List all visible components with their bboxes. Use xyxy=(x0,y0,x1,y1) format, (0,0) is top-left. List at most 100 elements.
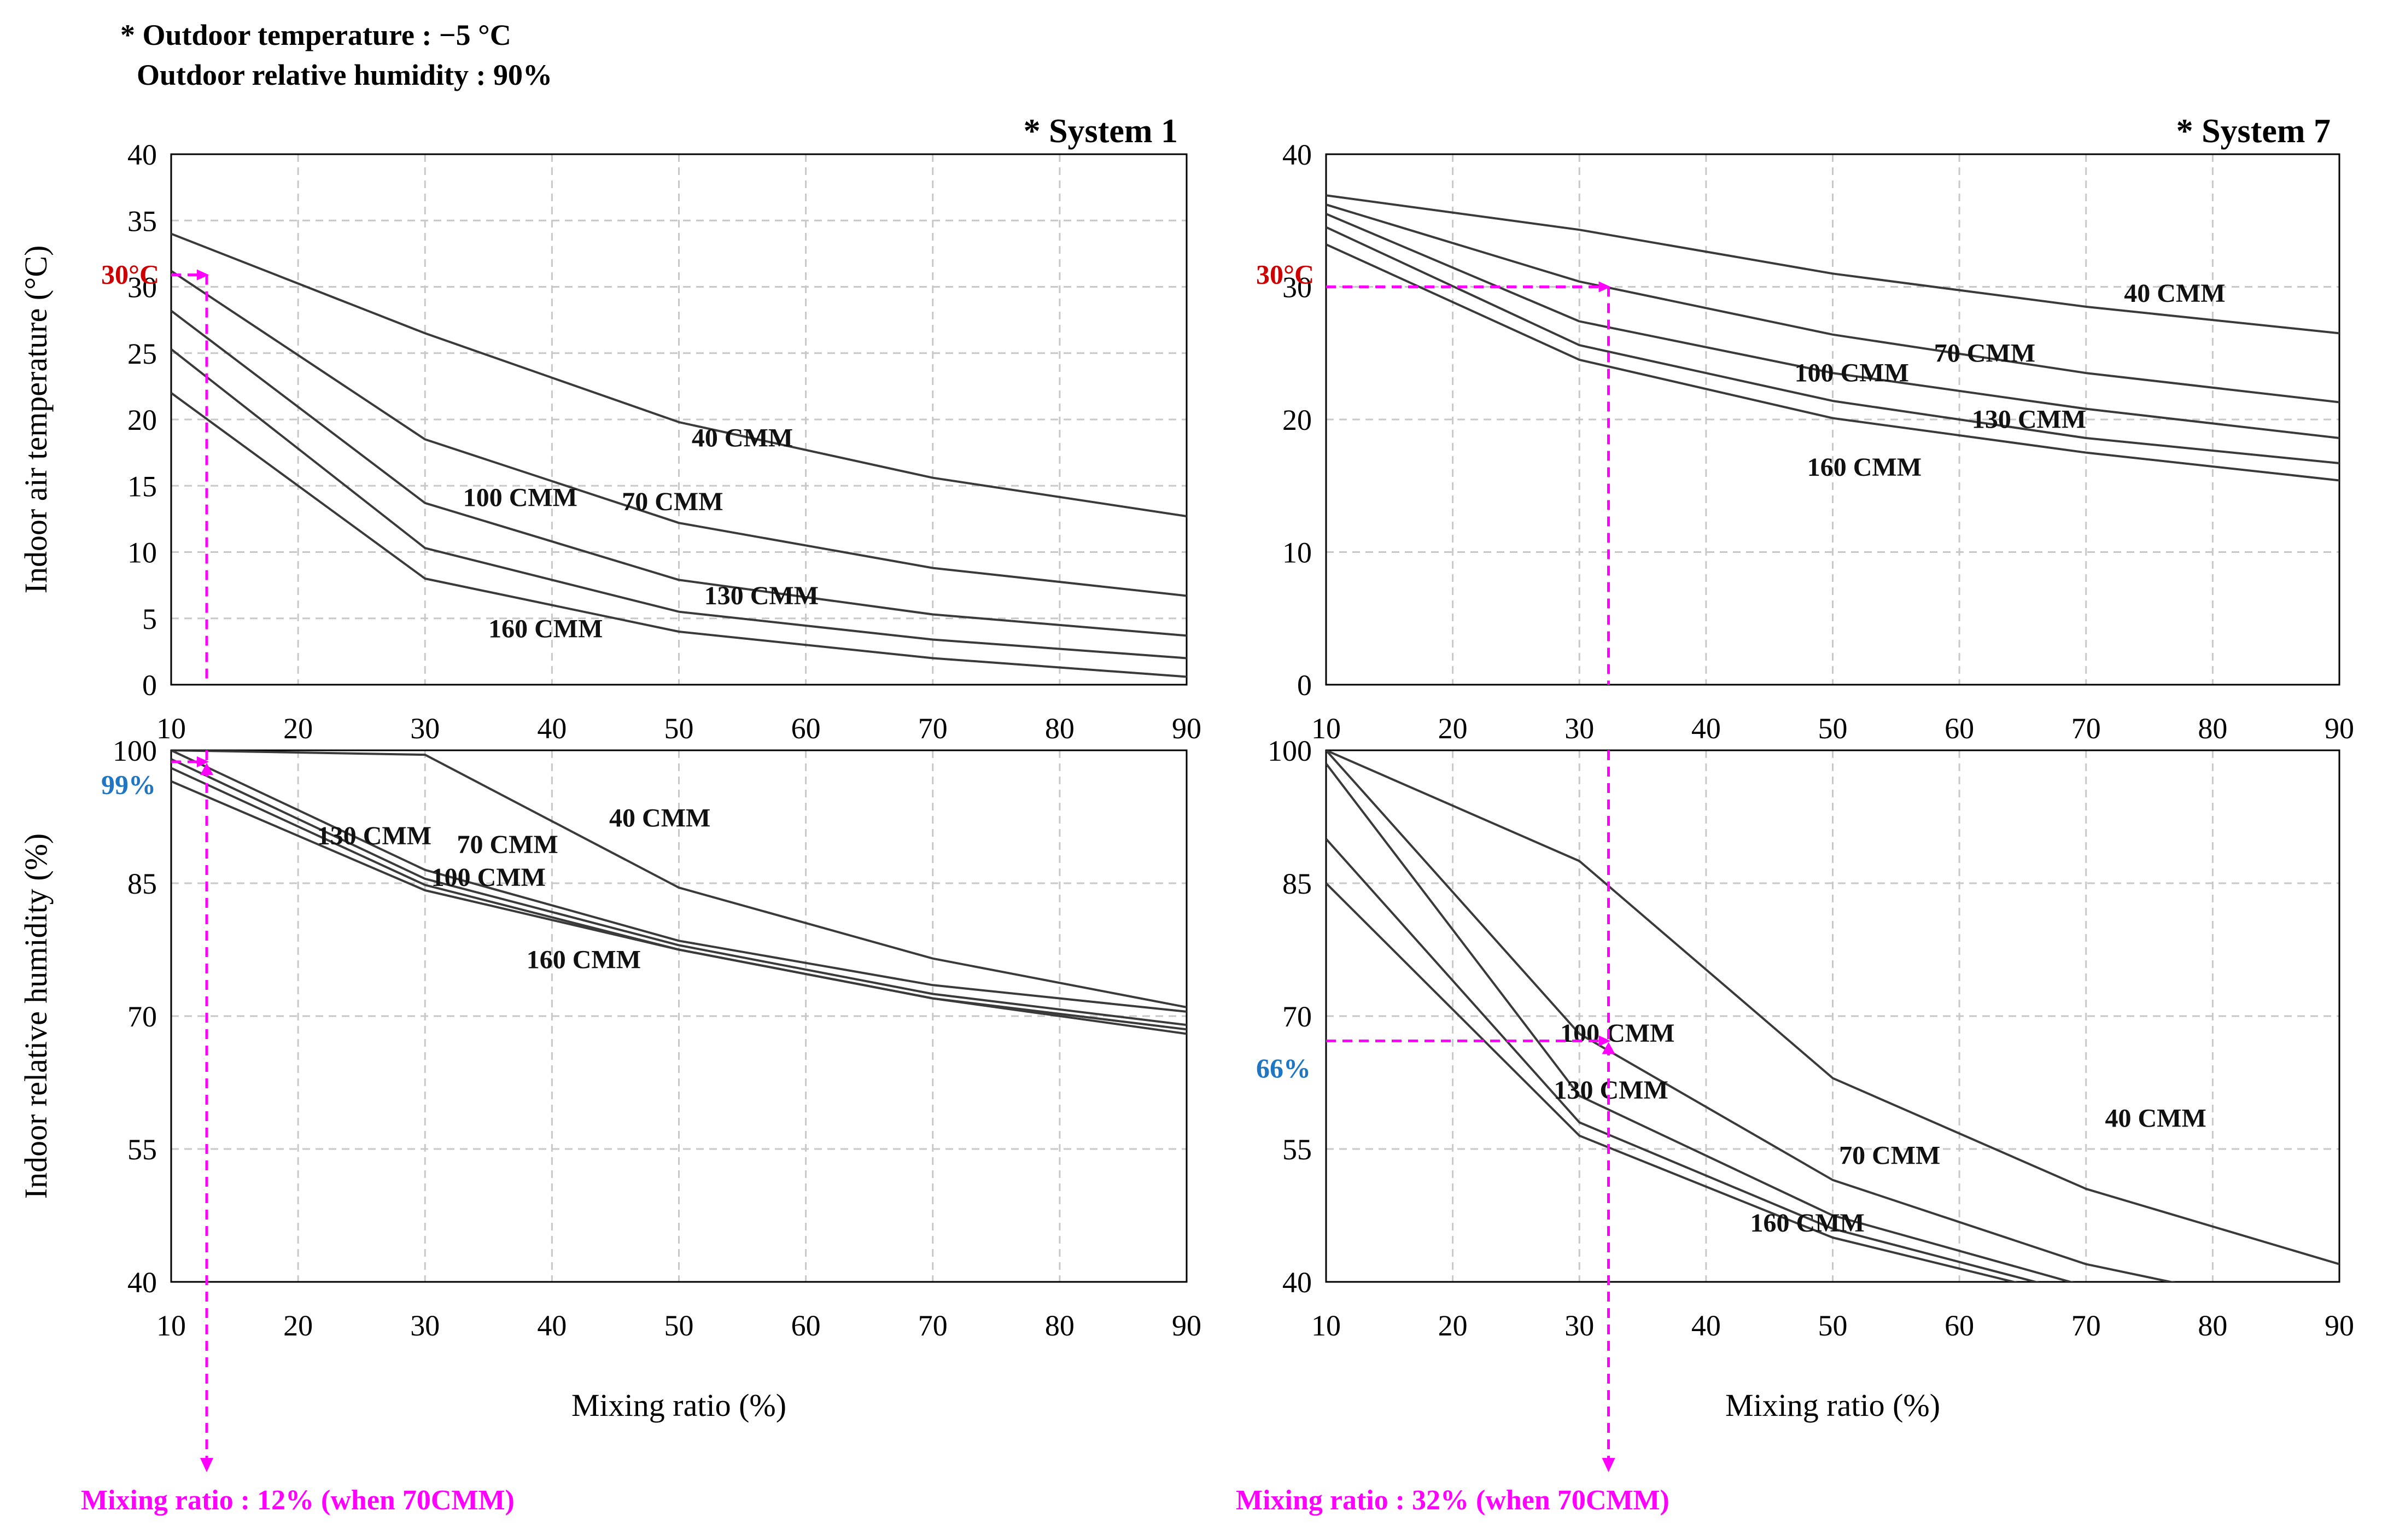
series-label-70-cmm: 70 CMM xyxy=(457,830,558,859)
guide-arrows xyxy=(1326,281,1611,685)
x-tick-label: 30 xyxy=(410,1309,440,1342)
series-line-130-cmm xyxy=(1326,838,2040,1282)
y-tick-label: 100 xyxy=(113,734,157,767)
y-tick-label: 40 xyxy=(127,1266,157,1299)
y-tick-label: 70 xyxy=(127,1000,157,1033)
x-tick-label: 90 xyxy=(2325,1309,2354,1342)
series-line-100-cmm xyxy=(171,758,1187,1026)
series-line-160-cmm xyxy=(1326,882,2018,1282)
y-tick-label: 70 xyxy=(1282,1000,1312,1033)
series-line-160-cmm xyxy=(1326,243,2339,482)
figure-header: * Outdoor temperature : −5 °C Outdoor re… xyxy=(120,19,552,91)
series-label-160-cmm: 160 CMM xyxy=(488,615,603,644)
y-tick-label: 85 xyxy=(127,867,157,900)
x-tick-label: 50 xyxy=(1818,1309,1848,1342)
x-tick-label: 40 xyxy=(1691,712,1721,745)
series-label-100-cmm: 100 CMM xyxy=(463,483,577,512)
x-axis-label: Mixing ratio (%) xyxy=(571,1387,786,1423)
y-tick-label: 0 xyxy=(142,669,157,702)
series-label-70-cmm: 70 CMM xyxy=(1839,1141,1940,1170)
value-annotation: 66% xyxy=(1256,1053,1311,1083)
series-label-100-cmm: 100 CMM xyxy=(431,863,546,892)
series-label-160-cmm: 160 CMM xyxy=(1807,453,1922,482)
x-tick-label: 70 xyxy=(918,712,948,745)
y-axis-label: Indoor relative humidity (%) xyxy=(18,833,54,1199)
x-tick-label: 90 xyxy=(1172,1309,1201,1342)
series-label-70-cmm: 70 CMM xyxy=(1934,339,2035,368)
series-line-160-cmm xyxy=(171,392,1187,678)
x-tick-label: 80 xyxy=(1045,1309,1075,1342)
y-tick-label: 0 xyxy=(1297,669,1312,702)
x-tick-label: 40 xyxy=(537,1309,567,1342)
series-line-70-cmm xyxy=(1326,203,2339,404)
plot-frame xyxy=(1325,153,2340,686)
guide-arrowhead xyxy=(1598,1035,1611,1047)
x-tick-label: 60 xyxy=(1945,712,1974,745)
series-label-40-cmm: 40 CMM xyxy=(609,804,710,833)
outdoor-temperature-note: * Outdoor temperature : −5 °C xyxy=(120,19,511,51)
panel-s1_rh: 40 55 70 85 100 10 20 30 40 50 60 70 80 90 40 CMM 70 CM… xyxy=(18,734,1201,1516)
y-tick-label: 55 xyxy=(127,1133,157,1166)
x-tick-label: 30 xyxy=(410,712,440,745)
series-label-40-cmm: 40 CMM xyxy=(2124,279,2225,308)
series-lines xyxy=(171,750,1187,1035)
x-axis-label: Mixing ratio (%) xyxy=(1725,1387,1940,1423)
x-tick-label: 60 xyxy=(791,1309,821,1342)
y-tick-label: 25 xyxy=(127,337,157,370)
y-tick-label: 10 xyxy=(127,536,157,569)
series-label-100-cmm: 100 CMM xyxy=(1795,359,1909,388)
guide-arrowhead xyxy=(196,269,209,281)
guide-arrowhead xyxy=(1598,281,1611,293)
guide-arrowhead-up xyxy=(1602,1042,1615,1054)
guide-arrowhead-down xyxy=(200,1458,213,1472)
plot-frame xyxy=(170,749,1188,1283)
y-tick-label: 15 xyxy=(127,470,157,503)
x-tick-label: 10 xyxy=(156,1309,186,1342)
y-tick-label: 40 xyxy=(1282,138,1312,171)
x-tick-label: 50 xyxy=(664,1309,694,1342)
x-tick-label: 70 xyxy=(918,1309,948,1342)
x-tick-label: 20 xyxy=(283,712,313,745)
x-tick-label: 70 xyxy=(2071,712,2101,745)
y-tick-label: 5 xyxy=(142,603,157,635)
y-tick-label: 55 xyxy=(1282,1133,1312,1166)
x-tick-label: 80 xyxy=(2198,712,2227,745)
series-line-70-cmm xyxy=(1326,750,2176,1282)
series-label-130-cmm: 130 CMM xyxy=(1554,1076,1668,1105)
series-label-40-cmm: 40 CMM xyxy=(2105,1104,2206,1133)
x-tick-label: 20 xyxy=(283,1309,313,1342)
y-tick-label: 40 xyxy=(127,138,157,171)
guide-arrows xyxy=(171,269,209,685)
series-line-100-cmm xyxy=(171,310,1187,637)
y-axis-label: Indoor air temperature (°C) xyxy=(18,246,54,594)
x-tick-label: 40 xyxy=(537,712,567,745)
series-label-130-cmm: 130 CMM xyxy=(1972,405,2086,434)
y-tick-label: 30 xyxy=(127,271,157,304)
series-line-70-cmm xyxy=(171,750,1187,1013)
x-tick-label: 80 xyxy=(1045,712,1075,745)
value-annotation: 30°C xyxy=(101,259,159,289)
x-tick-label: 20 xyxy=(1438,712,1468,745)
x-tick-label: 50 xyxy=(664,712,694,745)
series-line-100-cmm xyxy=(1326,763,2075,1282)
series-line-70-cmm xyxy=(171,270,1187,597)
series-line-40-cmm xyxy=(171,232,1187,517)
guide-arrowhead-down xyxy=(1602,1458,1615,1472)
x-tick-label: 60 xyxy=(791,712,821,745)
guide-arrows xyxy=(171,750,213,1472)
x-tick-label: 80 xyxy=(2198,1309,2227,1342)
series-lines xyxy=(1326,194,2339,482)
mixing-ratio-note: Mixing ratio : 12% (when 70CMM) xyxy=(81,1485,515,1516)
chart-panels: 0 5 10 15 20 25 30 35 40 10 20 30 40 50 60 70 80 90 40 CMM… xyxy=(18,113,2354,1516)
plot-frame xyxy=(1325,749,2340,1283)
value-annotation: 30°C xyxy=(1256,259,1314,289)
x-tick-label: 10 xyxy=(1311,712,1341,745)
guide-arrowhead xyxy=(196,756,209,768)
series-line-130-cmm xyxy=(1326,226,2339,464)
panel-s1_temp: 0 5 10 15 20 25 30 35 40 10 20 30 40 50 60 70 80 90 40 CMM… xyxy=(18,113,1201,745)
series-line-40-cmm xyxy=(171,750,1187,1008)
x-tick-label: 20 xyxy=(1438,1309,1468,1342)
series-label-40-cmm: 40 CMM xyxy=(692,424,793,453)
